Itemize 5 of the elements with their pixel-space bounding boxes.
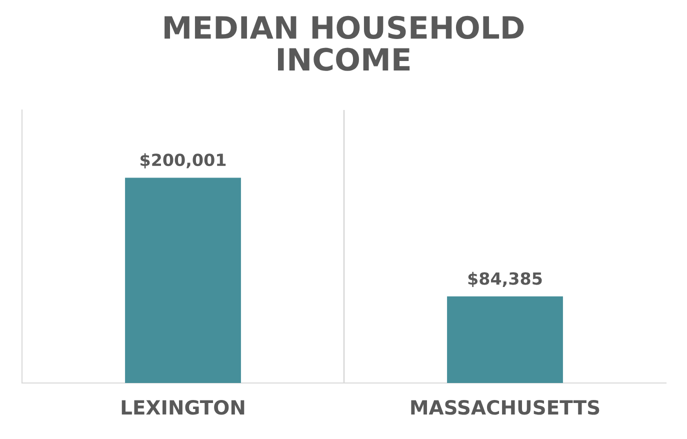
data-label: $84,385 (468, 272, 542, 288)
x-tick-label: MASSACHUSETTS (411, 400, 600, 415)
chart-title: MEDIAN HOUSEHOLD INCOME (164, 16, 524, 71)
x-tick-label: LEXINGTON (122, 400, 244, 415)
data-label: $200,001 (140, 153, 226, 168)
